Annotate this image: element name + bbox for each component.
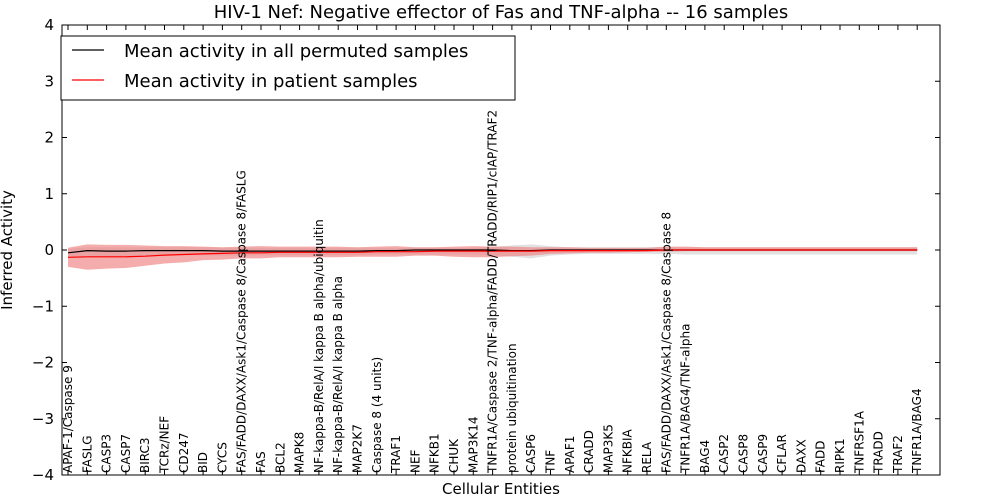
x-axis: APAF-1/Caspase 9 FASLG CASP3 CASP7 BIRC3 TCRz… xyxy=(61,25,924,475)
x-tick-label: BIRC3 xyxy=(138,437,152,473)
x-tick-label: TNFRSF1A xyxy=(852,410,866,474)
y-tick-label: 2 xyxy=(44,129,54,147)
x-tick-label: NFKB1 xyxy=(428,433,442,473)
x-tick-label: FADD xyxy=(814,441,828,474)
y-tick-label: 3 xyxy=(44,72,54,90)
x-tick-label: TNFR1A/BAG4/TNF-alpha xyxy=(679,324,693,474)
x-tick-label: BID xyxy=(196,452,210,473)
plot-frame xyxy=(61,24,941,476)
x-tick-label: CYCS xyxy=(215,442,229,473)
x-axis-label: Cellular Entities xyxy=(442,480,560,498)
y-tick-label: 4 xyxy=(44,16,54,34)
legend-box xyxy=(60,35,516,101)
x-tick-label: MAP3K14 xyxy=(466,416,480,473)
x-tick-label: protein ubiquitination xyxy=(505,343,519,473)
y-tick-label: 1 xyxy=(44,185,54,203)
y-axis-label: Inferred Activity xyxy=(0,190,16,310)
x-tick-label: FAS/FADD/DAXX/Ask1/Caspase 8/Caspase 8/F… xyxy=(235,170,249,473)
x-tick-label: CASP8 xyxy=(737,434,751,473)
x-tick-label: CASP3 xyxy=(100,434,114,473)
y-tick-label: −4 xyxy=(32,466,54,484)
series-line-1 xyxy=(67,249,918,258)
x-tick-label: FAS/FADD/DAXX/Ask1/Caspase 8/Caspase 8 xyxy=(659,212,673,473)
x-tick-label: NFKBIA xyxy=(621,428,635,473)
chart-title: HIV-1 Nef: Negative effector of Fas and … xyxy=(214,2,789,23)
x-tick-label: CASP9 xyxy=(756,434,770,473)
x-tick-label: TRAF2 xyxy=(891,435,905,474)
x-tick-label: MAPK8 xyxy=(293,432,307,473)
x-tick-label: CRADD xyxy=(582,430,596,473)
x-tick-label: FASLG xyxy=(80,435,94,473)
x-tick-label: NEF xyxy=(408,449,422,473)
x-tick-label: MAP3K5 xyxy=(601,424,615,473)
x-tick-label: TNFR1A/BAG4 xyxy=(910,388,924,474)
x-tick-label: TNF xyxy=(544,450,558,474)
x-tick-label: Caspase 8 (4 units) xyxy=(370,357,384,473)
x-tick-label: NF-kappa-B/RelA/I kappa B alpha xyxy=(331,276,345,473)
x-tick-label: CHUK xyxy=(447,438,461,473)
y-tick-label: −2 xyxy=(32,354,54,372)
x-tick-label: TRADD xyxy=(872,431,886,474)
x-tick-label: NF-kappa-B/RelA/I kappa B alpha/ubiquiti… xyxy=(312,219,326,473)
x-tick-label: TRAF1 xyxy=(389,435,403,474)
x-tick-label: APAF-1/Caspase 9 xyxy=(61,365,75,473)
legend: Mean activity in all permuted samples Me… xyxy=(60,35,516,101)
x-tick-label: MAP2K7 xyxy=(351,424,365,473)
series-lines xyxy=(67,249,918,258)
x-tick-label: CASP2 xyxy=(717,434,731,473)
x-tick-label: BCL2 xyxy=(273,442,287,473)
x-tick-label: CASP7 xyxy=(119,434,133,473)
x-tick-label: DAXX xyxy=(794,439,808,473)
y-tick-label: 0 xyxy=(44,241,54,259)
y-axis: −4 −3 −2 −1 0 1 2 3 4 xyxy=(32,16,940,484)
legend-label-permuted: Mean activity in all permuted samples xyxy=(124,41,468,62)
x-tick-label: CFLAR xyxy=(775,434,789,473)
x-tick-label: BAG4 xyxy=(698,440,712,473)
x-tick-label: RELA xyxy=(640,441,654,473)
x-tick-label: APAF1 xyxy=(563,436,577,473)
y-tick-label: −1 xyxy=(32,297,54,315)
legend-label-patient: Mean activity in patient samples xyxy=(124,71,418,92)
x-tick-label: TNFR1A/Caspase 2/TNF-alpha/FADD/TRADD/RI… xyxy=(486,110,500,474)
x-tick-label: CD247 xyxy=(177,432,191,473)
x-tick-label: RIPK1 xyxy=(833,438,847,473)
x-tick-label: CASP6 xyxy=(524,434,538,473)
x-tick-label: TCRz/NEF xyxy=(158,416,172,474)
y-tick-label: −3 xyxy=(32,410,54,428)
x-tick-label: FAS xyxy=(254,451,268,473)
